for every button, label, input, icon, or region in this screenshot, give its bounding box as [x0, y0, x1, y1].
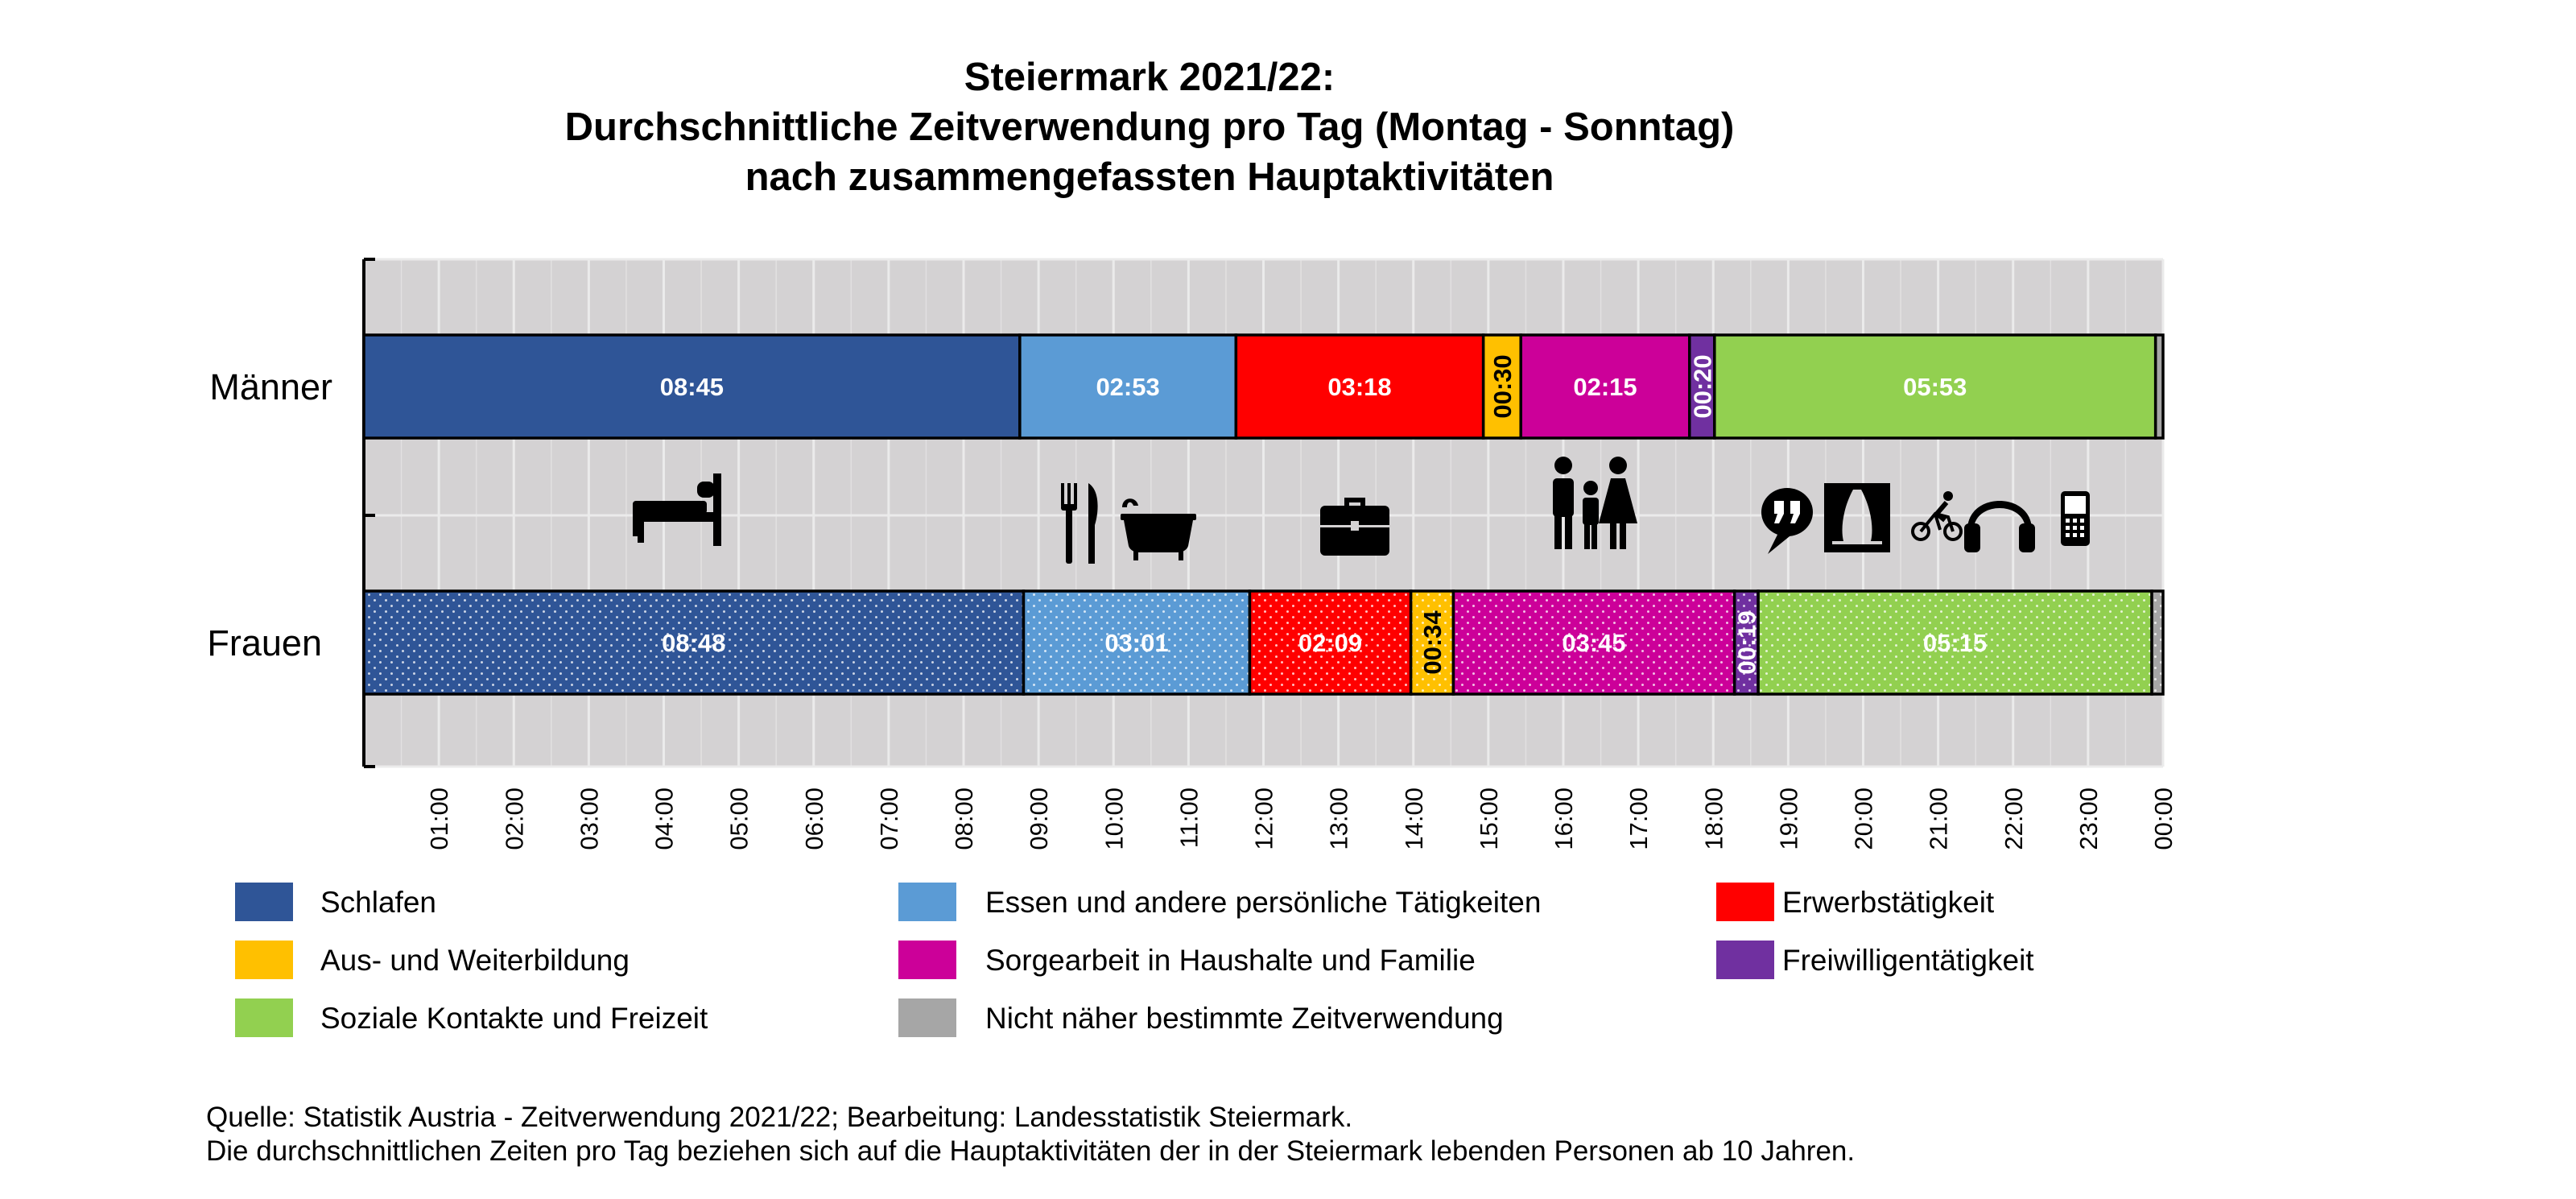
chart-title: Steiermark 2021/22: Durchschnittliche Ze… — [565, 56, 1735, 199]
headphones-icon — [1964, 501, 2035, 552]
bar-segment-pattern — [1249, 591, 1411, 694]
data-label: 02:09 — [1298, 629, 1362, 657]
legend-label: Aus- und Weiterbildung — [320, 944, 630, 977]
source-line-1: Quelle: Statistik Austria - Zeitverwendu… — [206, 1102, 1352, 1133]
x-tick-label: 07:00 — [875, 788, 903, 850]
category-label-frauen: Frauen — [207, 622, 322, 664]
x-tick-label: 23:00 — [2074, 788, 2103, 850]
bar-segment — [1689, 335, 1715, 438]
legend-label: Freiwilligentätigkeit — [1782, 944, 2034, 977]
cutlery-icon — [1061, 483, 1098, 564]
data-label: 05:15 — [1923, 629, 1987, 657]
title-line-1: Steiermark 2021/22: — [964, 56, 1335, 99]
x-tick-label: 14:00 — [1400, 788, 1428, 850]
data-label: 08:45 — [660, 373, 724, 401]
bar-segment-pattern — [1410, 591, 1454, 694]
x-tick-label: 05:00 — [725, 788, 753, 850]
data-label: 03:45 — [1562, 629, 1625, 657]
legend-label: Sorgearbeit in Haushalte und Familie — [985, 944, 1476, 977]
data-label: 02:15 — [1573, 373, 1637, 401]
legend-swatch — [235, 998, 293, 1037]
data-label: 00:19 — [1732, 610, 1761, 674]
x-tick-label: 02:00 — [500, 788, 528, 850]
bar-segment — [1483, 335, 1521, 438]
legend-swatch — [235, 941, 293, 979]
data-label: 02:53 — [1096, 373, 1159, 401]
bed-icon — [633, 473, 721, 546]
x-tick-label: 04:00 — [650, 788, 679, 850]
bar-segment-pattern — [2152, 591, 2163, 694]
title-line-3: nach zusammengefassten Hauptaktivitäten — [745, 155, 1554, 199]
x-tick-label: 10:00 — [1100, 788, 1128, 850]
x-tick-label: 11:00 — [1174, 788, 1203, 848]
x-tick-label: 09:00 — [1025, 788, 1053, 850]
x-tick-label: 00:00 — [2149, 788, 2178, 850]
legend-label: Essen und andere persönliche Tätigkeiten — [985, 886, 1541, 919]
data-label: 03:18 — [1327, 373, 1391, 401]
bar-segment — [364, 335, 1020, 438]
data-label: 08:48 — [662, 629, 725, 657]
x-tick-label: 13:00 — [1325, 788, 1353, 850]
bar-segment-pattern — [1023, 591, 1250, 694]
theater-icon — [1824, 483, 1890, 552]
bar-segment-pattern — [1734, 591, 1759, 694]
x-tick-label: 16:00 — [1550, 788, 1578, 850]
x-tick-label: 18:00 — [1699, 788, 1728, 850]
x-tick-label: 06:00 — [800, 788, 828, 850]
bar-segment — [1714, 335, 2156, 438]
legend-label: Erwerbstätigkeit — [1782, 886, 1995, 919]
x-tick-label: 12:00 — [1250, 788, 1278, 850]
family-icon — [1553, 457, 1637, 549]
bar-segment-pattern — [364, 591, 1024, 694]
x-tick-label: 03:00 — [575, 788, 603, 850]
bar-segment-pattern — [1758, 591, 2153, 694]
source-line-2: Die durchschnittlichen Zeiten pro Tag be… — [206, 1135, 1855, 1167]
legend-swatch — [898, 941, 956, 979]
legend-swatch — [898, 998, 956, 1037]
data-label: 00:20 — [1688, 354, 1716, 418]
speech-bubble-icon — [1761, 488, 1813, 554]
bar-segment — [1236, 335, 1484, 438]
bar-segment-outline — [2150, 589, 2165, 696]
data-label: 00:34 — [1418, 610, 1447, 675]
bar-segment — [1521, 335, 1690, 438]
bar-segment-pattern — [1453, 591, 1735, 694]
x-tick-label: 08:00 — [950, 788, 978, 850]
category-label-maenner: Männer — [209, 366, 332, 407]
legend-swatch — [1716, 883, 1774, 921]
data-label: 05:53 — [1903, 373, 1967, 401]
bar-segment — [1019, 335, 1236, 438]
x-tick-label: 01:00 — [425, 788, 453, 850]
stacked-bars: 08:45 02:53 03:18 00:30 02:15 00:20 05:53 08:48… — [362, 333, 2165, 696]
cyclist-icon — [1911, 491, 1963, 541]
data-label: 03:01 — [1104, 629, 1168, 657]
legend-swatch — [898, 883, 956, 921]
x-tick-label: 22:00 — [2000, 788, 2028, 850]
title-line-2: Durchschnittliche Zeitverwendung pro Tag… — [565, 105, 1735, 149]
x-tick-label: 21:00 — [1925, 788, 1953, 850]
x-axis-tick-labels: 01:00 02:00 03:00 04:00 05:00 06:00 07:00 08:00… — [425, 788, 2178, 850]
legend-label: Soziale Kontakte und Freizeit — [320, 1002, 708, 1035]
x-tick-label: 20:00 — [1850, 788, 1878, 850]
x-tick-label: 19:00 — [1774, 788, 1802, 850]
briefcase-icon — [1320, 498, 1389, 556]
legend: Schlafen Essen und andere persönliche Tät… — [235, 883, 2034, 1037]
legend-label: Schlafen — [320, 886, 436, 919]
legend-swatch — [1716, 941, 1774, 979]
mobile-phone-icon — [2061, 491, 2090, 546]
legend-label: Nicht näher bestimmte Zeitverwendung — [985, 1002, 1504, 1035]
bathtub-icon — [1121, 498, 1196, 560]
bar-segment — [2155, 335, 2163, 438]
data-label: 00:30 — [1488, 354, 1517, 418]
x-tick-label: 17:00 — [1624, 788, 1653, 850]
x-tick-label: 15:00 — [1475, 788, 1503, 850]
legend-swatch — [235, 883, 293, 921]
bar-segment-outline — [2153, 333, 2165, 440]
